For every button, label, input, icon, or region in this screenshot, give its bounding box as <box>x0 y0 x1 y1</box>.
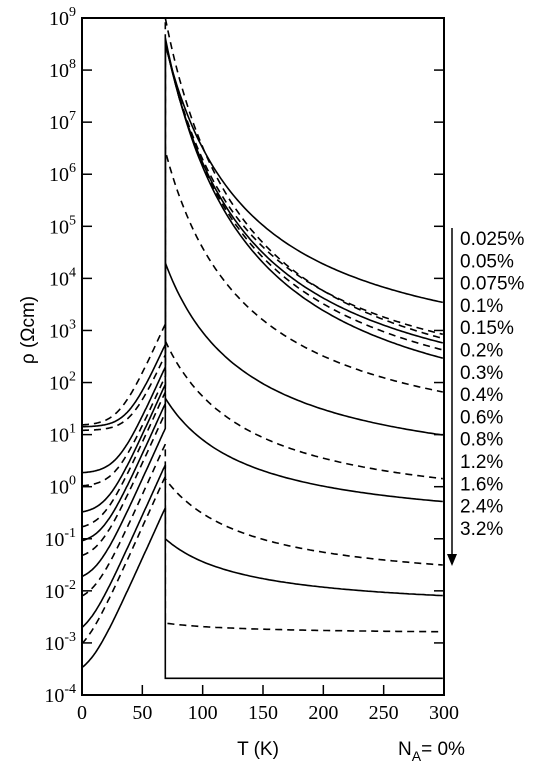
x-tick-label: 300 <box>429 702 459 724</box>
legend: 0.025%0.05%0.075%0.1%0.15%0.2%0.3%0.4%0.… <box>447 228 525 566</box>
y-tick-label: 10-3 <box>44 630 76 655</box>
legend-entry: 0.2% <box>460 341 503 362</box>
legend-entry: 0.4% <box>460 385 503 406</box>
curves-group <box>82 18 444 680</box>
y-tick-label: 101 <box>49 422 76 447</box>
series-line-5 <box>82 43 443 513</box>
x-axis-label: T (K) <box>237 739 279 760</box>
annotation-suffix: = 0% <box>421 739 465 760</box>
legend-entry: 1.6% <box>460 474 503 495</box>
bottom-annotation: NA= 0% <box>398 739 465 764</box>
x-tick-label: 250 <box>369 702 399 724</box>
x-axis: 0 50 100 150 200 250 300 <box>77 685 459 724</box>
series-line-6 <box>82 150 443 528</box>
series-line-1 <box>82 41 443 428</box>
x-tick-label: 0 <box>77 702 87 724</box>
legend-entry: 0.6% <box>460 407 503 428</box>
x-tick-label: 100 <box>188 702 218 724</box>
legend-entry: 0.8% <box>460 430 503 451</box>
legend-entry: 0.025% <box>460 229 525 250</box>
y-tick-label: 108 <box>49 57 76 82</box>
y-tick-label: 100 <box>49 474 76 499</box>
series-line-4 <box>82 18 444 487</box>
series-line-2 <box>82 39 443 432</box>
legend-arrow-head <box>447 554 457 566</box>
y-tick-label: 105 <box>49 213 76 238</box>
y-tick-label: 10-2 <box>44 578 76 603</box>
series-line-10 <box>82 443 443 597</box>
series-line-13 <box>82 507 443 680</box>
series-line-3 <box>82 37 444 474</box>
x-tick-label: 150 <box>248 702 278 724</box>
series-line-8 <box>82 340 443 557</box>
legend-entry: 0.1% <box>460 296 503 317</box>
y-tick-label: 106 <box>49 161 76 186</box>
legend-entry: 0.15% <box>460 318 514 339</box>
series-line-11 <box>82 464 443 629</box>
x-tick-label: 50 <box>132 702 152 724</box>
series-line-12 <box>82 476 443 645</box>
y-tick-label: 102 <box>49 370 76 395</box>
legend-entry: 3.2% <box>460 519 503 540</box>
y-tick-label: 109 <box>49 5 76 30</box>
y-axis-label: ρ (Ωcm) <box>18 296 39 364</box>
series-line-0 <box>82 41 443 426</box>
legend-entry: 0.05% <box>460 251 514 272</box>
legend-entry: 2.4% <box>460 497 503 518</box>
annotation-prefix: N <box>398 739 412 760</box>
annotation-subscript: A <box>412 748 422 764</box>
y-tick-label: 104 <box>49 265 76 290</box>
legend-entry: 0.075% <box>460 274 525 295</box>
y-tick-label: 10-4 <box>44 682 76 707</box>
legend-entry: 0.3% <box>460 363 503 384</box>
y-tick-label: 107 <box>49 109 76 134</box>
series-line-7 <box>82 262 443 542</box>
series-line-9 <box>82 395 443 578</box>
x-tick-label: 200 <box>308 702 338 724</box>
y-tick-label: 10-1 <box>44 526 76 551</box>
legend-entry: 1.2% <box>460 452 503 473</box>
y-axis: 10-4 10-3 10-2 10-1 100 101 102 103 104 105 106 107… <box>44 5 444 707</box>
y-tick-label: 103 <box>49 317 76 342</box>
